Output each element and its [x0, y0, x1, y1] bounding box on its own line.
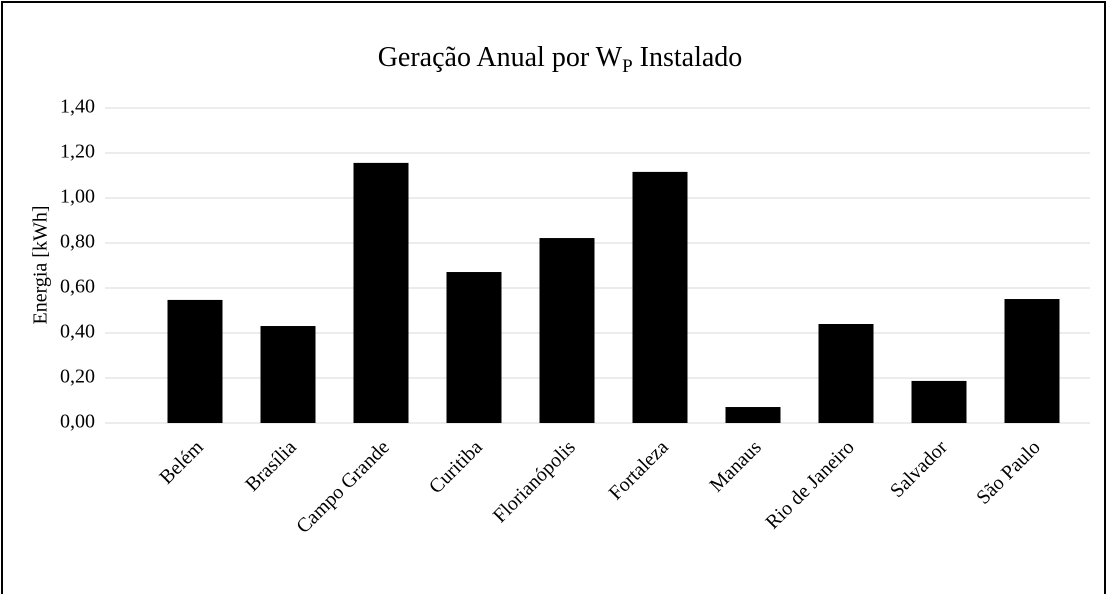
- y-tick-label: 0,00: [60, 411, 95, 433]
- title-part: Geração Anual por W: [378, 42, 623, 73]
- y-tick-label: 1,00: [60, 186, 95, 208]
- bar: [818, 324, 874, 423]
- y-axis-label: Energia [kWh]: [30, 205, 52, 324]
- title-part: Instalado: [633, 42, 743, 73]
- bar: [632, 171, 688, 423]
- y-tick-label: 0,20: [60, 366, 95, 388]
- x-tick-label: Rio de Janeiro: [762, 436, 859, 533]
- title-subscript: P: [622, 56, 633, 77]
- bar: [260, 326, 316, 423]
- y-tick-label: 1,40: [60, 96, 95, 118]
- x-tick-label: Brasília: [241, 436, 301, 496]
- y-tick-label: 0,40: [60, 321, 95, 343]
- x-tick-label: São Paulo: [972, 436, 1045, 509]
- x-tick-label: Florianópolis: [489, 436, 580, 527]
- bar: [725, 407, 781, 423]
- bar: [353, 162, 409, 423]
- x-tick-label: Salvador: [886, 436, 952, 502]
- x-tick-label: Curitiba: [425, 436, 487, 498]
- bar: [911, 380, 967, 423]
- y-tick-label: 1,20: [60, 141, 95, 163]
- y-tick-label: 0,80: [60, 231, 95, 253]
- bar: [167, 299, 223, 423]
- x-tick-label: Belém: [155, 436, 208, 489]
- x-tick-label: Manaus: [705, 436, 765, 496]
- bar: [539, 238, 595, 423]
- bar: [1004, 299, 1060, 423]
- y-tick-label: 0,60: [60, 276, 95, 298]
- x-tick-label: Fortaleza: [605, 436, 673, 504]
- x-tick-label: Campo Grande: [292, 436, 394, 538]
- bar: [446, 272, 502, 423]
- chart-title: Geração Anual por WP Instalado: [378, 42, 743, 77]
